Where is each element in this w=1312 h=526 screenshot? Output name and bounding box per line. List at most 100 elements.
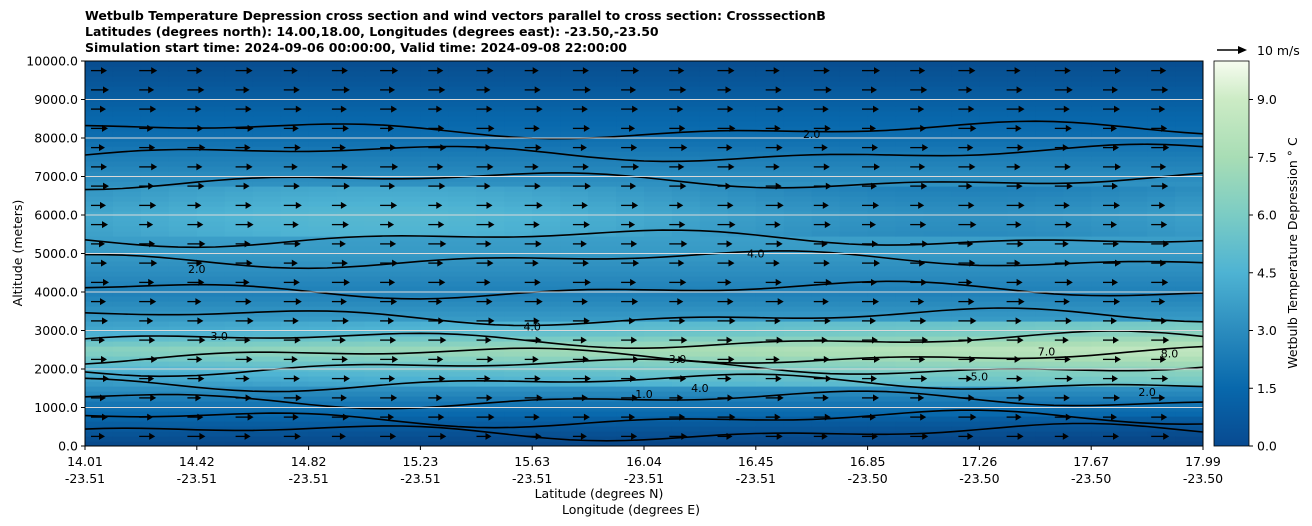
field-cell <box>532 71 561 77</box>
field-cell <box>336 156 366 162</box>
field-cell <box>420 406 449 412</box>
field-cell <box>1035 316 1064 322</box>
field-cell <box>140 131 170 137</box>
field-cell <box>1119 296 1148 302</box>
field-cell <box>476 171 505 177</box>
field-cell <box>1091 66 1120 72</box>
field-cell <box>1119 106 1148 112</box>
field-cell <box>1007 406 1036 412</box>
field-cell <box>532 141 561 147</box>
field-cell <box>867 76 897 82</box>
field-cell <box>1091 326 1120 332</box>
field-cell <box>85 286 114 292</box>
field-cell <box>476 226 505 232</box>
field-cell <box>616 261 645 267</box>
field-cell <box>1147 186 1176 192</box>
field-cell <box>140 346 170 352</box>
field-cell <box>140 66 170 72</box>
field-cell <box>699 161 729 167</box>
field-cell <box>560 186 589 192</box>
field-cell <box>280 381 310 387</box>
wind-vector-head <box>342 124 349 132</box>
field-cell <box>923 236 953 242</box>
field-cell <box>979 261 1008 267</box>
field-cell <box>1175 336 1203 342</box>
field-cell <box>196 241 226 247</box>
field-cell <box>644 311 673 317</box>
field-cell <box>923 381 953 387</box>
field-cell <box>140 101 170 107</box>
field-cell <box>448 71 477 77</box>
field-cell <box>224 281 254 287</box>
field-cell <box>1119 431 1148 437</box>
field-cell <box>1175 91 1203 97</box>
field-cell <box>448 376 477 382</box>
field-cell <box>1035 321 1064 327</box>
field-cell <box>839 81 869 87</box>
field-cell <box>699 141 729 147</box>
field-cell <box>1147 136 1176 142</box>
field-cell <box>1007 411 1036 417</box>
field-cell <box>504 196 533 202</box>
field-cell <box>783 406 813 412</box>
field-cell <box>532 266 561 272</box>
wind-vector-head <box>339 336 346 344</box>
field-cell <box>252 296 282 302</box>
wind-vector-head <box>293 182 300 190</box>
field-cell <box>839 201 869 207</box>
field-cell <box>588 121 617 127</box>
wind-vector-head <box>295 298 302 306</box>
field-cell <box>252 96 282 102</box>
field-cell <box>448 341 477 347</box>
field-cell <box>504 261 533 267</box>
field-cell <box>616 411 645 417</box>
field-cell <box>923 206 953 212</box>
field-cell <box>867 136 897 142</box>
wind-vector-head <box>582 259 589 267</box>
field-cell <box>644 426 673 432</box>
wind-vector-head <box>100 394 106 402</box>
field-cell <box>504 191 533 197</box>
field-cell <box>308 291 338 297</box>
wind-vector-head <box>725 278 732 286</box>
field-cell <box>476 76 505 82</box>
field-cell <box>168 381 198 387</box>
field-cell <box>839 386 869 392</box>
field-cell <box>1063 266 1092 272</box>
field-cell <box>364 156 394 162</box>
field-cell <box>168 351 198 357</box>
field-cell <box>196 286 226 292</box>
field-cell <box>727 256 757 262</box>
field-cell <box>196 196 226 202</box>
field-cell <box>951 81 980 87</box>
field-cell <box>168 316 198 322</box>
field-cell <box>252 291 282 297</box>
field-cell <box>1091 411 1120 417</box>
wind-vector-head <box>438 413 445 421</box>
field-cell <box>252 106 282 112</box>
field-cell <box>951 191 980 197</box>
wind-vector-head <box>533 317 540 325</box>
field-cell <box>85 271 114 277</box>
field-cell <box>755 101 785 107</box>
field-cell <box>280 346 310 352</box>
field-cell <box>671 211 701 217</box>
field-cell <box>588 136 617 142</box>
field-cell <box>867 261 897 267</box>
field-cell <box>504 396 533 402</box>
field-cell <box>671 231 701 237</box>
field-cell <box>85 166 114 172</box>
field-cell <box>364 431 394 437</box>
field-cell <box>727 71 757 77</box>
field-cell <box>448 151 477 157</box>
field-cell <box>867 131 897 137</box>
field-cell <box>1119 191 1148 197</box>
field-cell <box>280 286 310 292</box>
wind-vector-head <box>436 105 443 113</box>
field-cell <box>448 391 477 397</box>
field-cell <box>560 371 589 377</box>
field-cell <box>727 441 757 446</box>
field-cell <box>532 401 561 407</box>
field-cell <box>308 201 338 207</box>
field-cell <box>196 141 226 147</box>
